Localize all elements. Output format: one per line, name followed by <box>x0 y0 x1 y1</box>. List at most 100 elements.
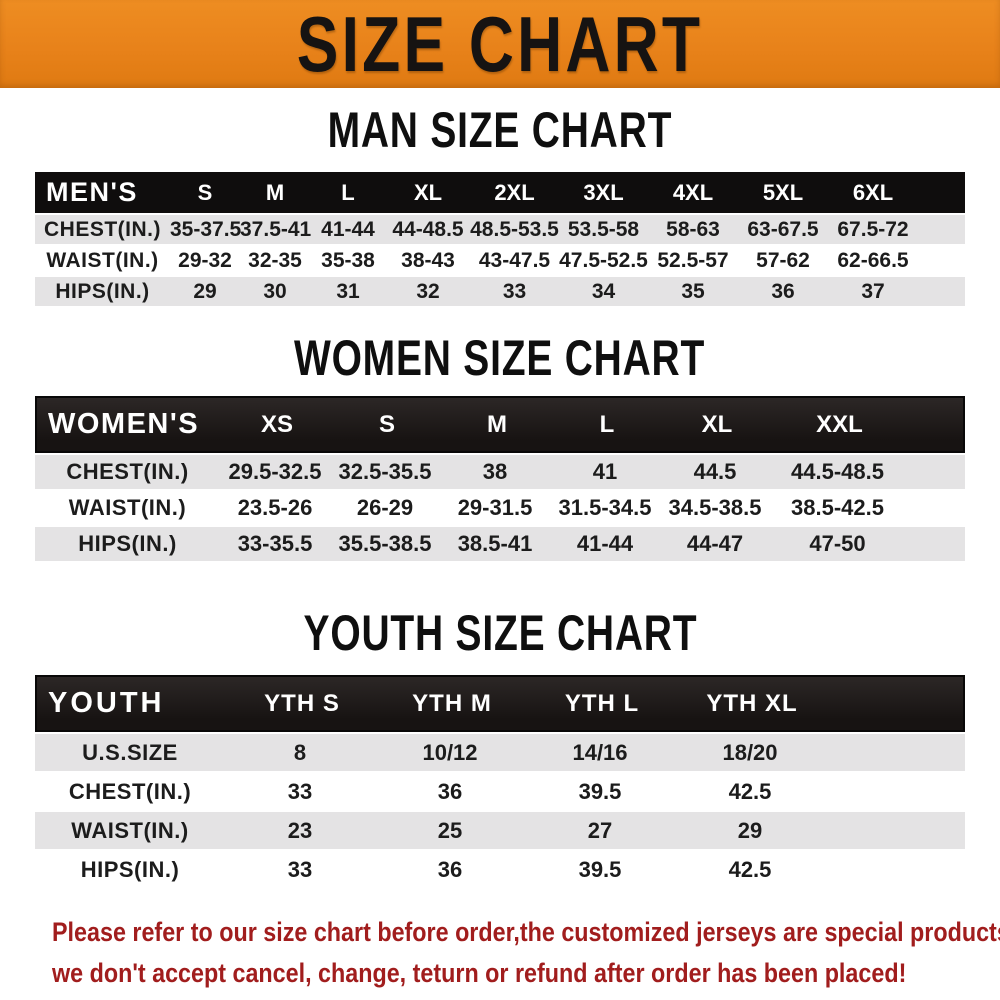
table-cell: 35-38 <box>321 248 375 272</box>
size-column-header: 2XL <box>494 179 535 205</box>
table-cell: 34 <box>591 279 616 303</box>
table-cell: 42.5 <box>728 856 772 882</box>
table-cell: 32.5-35.5 <box>338 459 432 484</box>
table-cell: 52.5-57 <box>657 248 729 272</box>
section-title: YOUTH SIZE CHART <box>0 605 1000 661</box>
table-cell: 36 <box>437 856 463 882</box>
table-cell: 31.5-34.5 <box>558 495 652 520</box>
section-title-text: YOUTH SIZE CHART <box>303 605 697 661</box>
table-cell: 44.5 <box>693 459 737 484</box>
table-cell: 38-43 <box>401 248 455 272</box>
size-column-header: YTH XL <box>706 689 798 717</box>
table-cell: 35-37.5 <box>170 217 242 241</box>
table-cell: 57-62 <box>756 248 810 272</box>
table-header-bar: WOMEN'S XS S M L XL XXL <box>35 396 965 453</box>
table-cell: 47-50 <box>809 531 866 556</box>
table-row: WAIST(IN.) 23 25 27 29 <box>35 812 965 849</box>
table-cell: 38.5-42.5 <box>791 495 884 520</box>
size-column-header: S <box>197 179 213 205</box>
table-cell: 35.5-38.5 <box>338 531 432 556</box>
table-cell: 33 <box>502 279 527 303</box>
men-size-table: MEN'S S M L XL 2XL 3XL 4XL 5XL 6XL CHEST(IN.) 35-37… <box>35 172 965 306</box>
table-cell: 29 <box>737 817 763 843</box>
women-size-chart-section: WOMEN SIZE CHART WOMEN'S XS S M L XL XXL CHEST(… <box>0 330 1000 561</box>
table-cell: 67.5-72 <box>837 217 909 241</box>
row-label: WAIST(IN.) <box>68 495 187 520</box>
table-cell: 29.5-32.5 <box>228 459 322 484</box>
table-cell: 30 <box>263 279 287 303</box>
table-cell: 10/12 <box>422 739 478 765</box>
table-cell: 39.5 <box>578 778 622 804</box>
table-cell: 63-67.5 <box>747 217 819 241</box>
row-label: WAIST(IN.) <box>71 817 189 843</box>
table-cell: 33 <box>287 778 313 804</box>
size-column-header: XL <box>701 410 733 438</box>
table-header-label: WOMEN'S <box>48 408 200 440</box>
table-cell: 26-29 <box>356 495 414 520</box>
table-cell: 41-44 <box>576 531 634 556</box>
table-cell: 39.5 <box>578 856 622 882</box>
size-column-header: M <box>265 179 285 205</box>
size-column-header: S <box>378 410 395 438</box>
size-column-header: 4XL <box>672 179 714 205</box>
size-column-header: YTH S <box>264 689 340 717</box>
size-chart-banner: SIZE CHART <box>0 0 1000 88</box>
table-cell: 44.5-48.5 <box>791 459 884 484</box>
size-column-header: YTH M <box>412 689 492 717</box>
section-title-text: WOMEN SIZE CHART <box>294 330 706 386</box>
disclaimer-line-1: Please refer to our size chart before or… <box>52 917 1000 947</box>
table-cell: 33-35.5 <box>237 531 313 556</box>
row-label: CHEST(IN.) <box>68 778 192 804</box>
table-cell: 29-31.5 <box>457 495 533 520</box>
table-row: WAIST(IN.) 23.5-26 26-29 29-31.5 31.5-34.5 34… <box>35 491 965 525</box>
table-row: HIPS(IN.) 29 30 31 32 33 34 35 36 37 <box>35 277 965 306</box>
row-label: CHEST(IN.) <box>44 217 161 241</box>
youth-size-table: YOUTH YTH S YTH M YTH L YTH XL U.S.SIZE 8 10/12… <box>35 675 965 888</box>
table-cell: 29-32 <box>178 248 232 272</box>
man-size-chart-section: MAN SIZE CHART MEN'S S M L XL 2XL 3XL 4XL 5XL 6XL… <box>0 105 1000 306</box>
section-title: WOMEN SIZE CHART <box>0 330 1000 386</box>
table-cell: 38.5-41 <box>457 531 533 556</box>
size-column-header: 3XL <box>583 179 624 205</box>
row-label: HIPS(IN.) <box>78 531 177 556</box>
table-row: CHEST(IN.) 33 36 39.5 42.5 <box>35 773 965 810</box>
table-cell: 8 <box>293 739 307 765</box>
size-column-header: 6XL <box>852 179 894 205</box>
table-cell: 41-44 <box>321 217 375 241</box>
table-cell: 37.5-41 <box>240 217 312 241</box>
banner-title: SIZE CHART <box>296 0 704 88</box>
table-cell: 34.5-38.5 <box>668 495 762 520</box>
table-header-bar: YOUTH YTH S YTH M YTH L YTH XL <box>35 675 965 732</box>
table-cell: 48.5-53.5 <box>470 217 559 241</box>
section-title: MAN SIZE CHART <box>0 105 1000 155</box>
table-cell: 62-66.5 <box>837 248 909 272</box>
table-cell: 23 <box>287 817 313 843</box>
size-column-header: YTH L <box>564 689 640 717</box>
table-cell: 14/16 <box>572 739 628 765</box>
youth-size-chart-section: YOUTH SIZE CHART YOUTH YTH S YTH M YTH L YTH… <box>0 605 1000 888</box>
table-cell: 33 <box>287 856 313 882</box>
size-column-header: XL <box>413 179 443 205</box>
table-cell: 31 <box>336 279 360 303</box>
size-column-header: M <box>487 410 507 438</box>
size-column-header: L <box>341 179 355 205</box>
table-header-label: MEN'S <box>46 177 138 207</box>
women-size-table: WOMEN'S XS S M L XL XXL CHEST(IN.) 29.5-32.5 32.5… <box>35 396 965 561</box>
table-cell: 36 <box>437 778 463 804</box>
table-cell: 29 <box>193 279 217 303</box>
table-cell: 32-35 <box>248 248 302 272</box>
table-row: CHEST(IN.) 29.5-32.5 32.5-35.5 38 41 44.5 44.5… <box>35 455 965 489</box>
disclaimer-line-2: we don't accept cancel, change, teturn o… <box>52 958 907 988</box>
table-row: U.S.SIZE 8 10/12 14/16 18/20 <box>35 734 965 771</box>
table-cell: 42.5 <box>728 778 772 804</box>
size-column-header: XXL <box>816 410 863 438</box>
table-header-label: YOUTH <box>48 687 165 719</box>
row-label: WAIST(IN.) <box>46 248 159 272</box>
table-cell: 44-48.5 <box>392 217 464 241</box>
table-cell: 18/20 <box>722 739 778 765</box>
table-cell: 32 <box>416 279 440 303</box>
table-cell: 36 <box>771 279 795 303</box>
table-cell: 37 <box>861 279 885 303</box>
table-cell: 35 <box>681 279 705 303</box>
row-label: HIPS(IN.) <box>55 279 150 303</box>
